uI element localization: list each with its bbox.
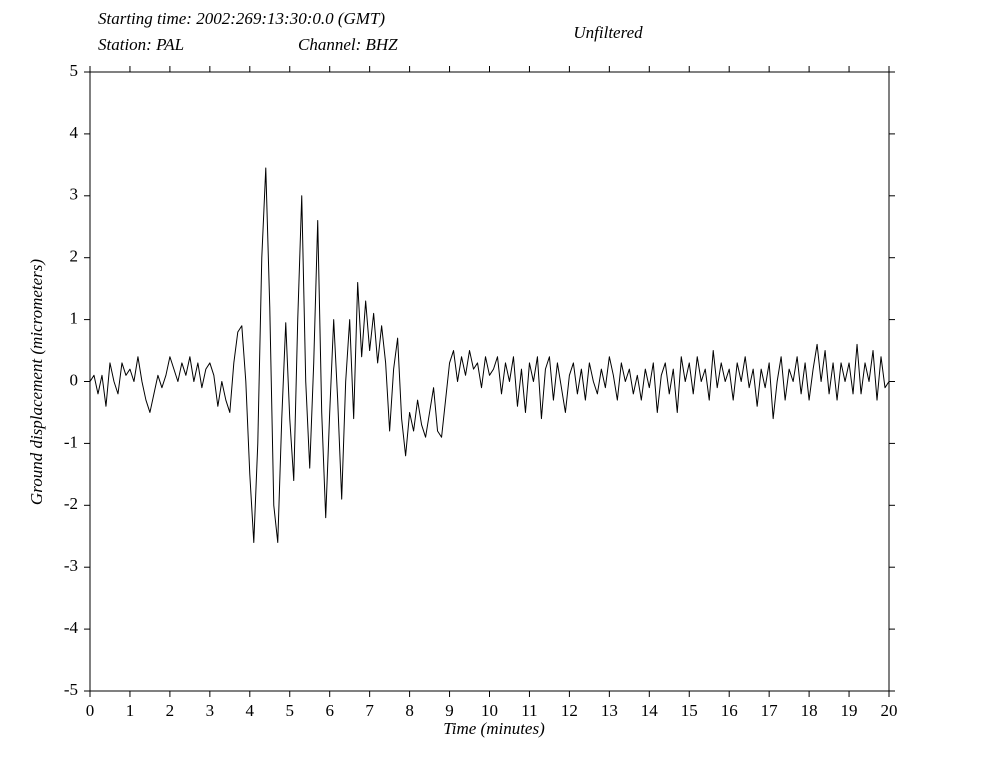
x-tick-label: 11: [521, 701, 537, 720]
x-tick-label: 2: [166, 701, 175, 720]
x-tick-label: 5: [286, 701, 295, 720]
start-time: Starting time: 2002:269:13:30:0.0 (GMT): [98, 9, 385, 28]
x-tick-label: 13: [601, 701, 618, 720]
y-tick-label: -5: [64, 680, 78, 699]
x-tick-label: 14: [641, 701, 659, 720]
x-tick-label: 16: [721, 701, 738, 720]
plot-frame: [89, 71, 890, 692]
chart-title: Unfiltered: [573, 23, 643, 42]
y-axis-label: Ground displacement (micrometers): [27, 259, 46, 505]
y-tick-label: 4: [70, 123, 79, 142]
x-tick-label: 3: [206, 701, 215, 720]
x-tick-label: 20: [881, 701, 898, 720]
x-axis-label: Time (minutes): [443, 719, 545, 738]
x-tick-label: 0: [86, 701, 95, 720]
x-tick-label: 8: [405, 701, 414, 720]
x-tick-label: 17: [761, 701, 779, 720]
y-tick-label: 3: [70, 185, 79, 204]
y-tick-label: -1: [64, 432, 78, 451]
x-tick-label: 1: [126, 701, 135, 720]
x-tick-label: 6: [325, 701, 334, 720]
y-tick-label: -2: [64, 494, 78, 513]
x-tick-label: 15: [681, 701, 698, 720]
y-tick-label: 2: [70, 247, 79, 266]
x-tick-label: 4: [246, 701, 255, 720]
channel: Channel: BHZ: [298, 35, 398, 54]
x-tick-label: 18: [801, 701, 818, 720]
y-tick-label: -4: [64, 618, 79, 637]
x-tick-label: 9: [445, 701, 454, 720]
y-tick-label: -3: [64, 556, 78, 575]
waveform: [89, 167, 890, 543]
station: Station: PAL: [98, 35, 184, 54]
x-tick-label: 7: [365, 701, 374, 720]
x-tick-label: 10: [481, 701, 498, 720]
x-tick-label: 12: [561, 701, 578, 720]
x-tick-label: 19: [841, 701, 858, 720]
y-tick-label: 5: [70, 61, 79, 80]
y-tick-label: 0: [70, 370, 79, 389]
y-tick-label: 1: [70, 309, 79, 328]
